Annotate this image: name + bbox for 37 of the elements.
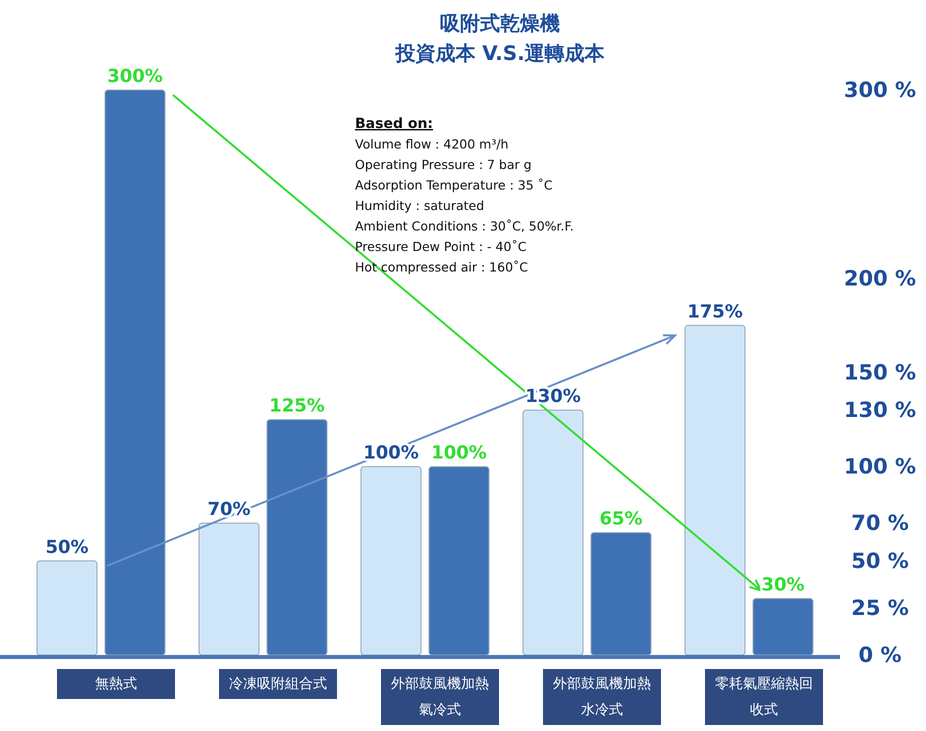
annotation: Adsorption Temperature : 35 ˚C xyxy=(355,178,553,192)
x-tick-label: 無熱式 xyxy=(57,669,175,699)
y-tick-label: 0 % xyxy=(858,643,902,667)
data-label: 175% xyxy=(687,301,743,322)
chart-title: 吸附式乾燥機 xyxy=(440,11,560,35)
y-tick-label: 200 % xyxy=(844,266,916,290)
y-tick-label: 130 % xyxy=(844,398,916,422)
bar xyxy=(684,324,746,656)
data-label: 50% xyxy=(45,536,89,558)
chart-subtitle: 投資成本 V.S.運轉成本 xyxy=(394,41,606,65)
bar xyxy=(198,522,260,656)
annotation: Pressure Dew Point : - 40˚C xyxy=(355,239,527,254)
data-label: 65% xyxy=(599,508,643,530)
y-tick-label: 25 % xyxy=(851,596,909,620)
x-tick-label: 零耗氣壓縮熱回收式 xyxy=(705,669,823,725)
data-label: 30% xyxy=(761,574,805,596)
x-tick-label: 外部鼓風機加熱氣冷式 xyxy=(381,669,499,725)
annotation: Ambient Conditions : 30˚C, 50%r.F. xyxy=(355,218,574,234)
data-label: 125% xyxy=(269,396,325,417)
bar xyxy=(360,466,422,656)
annotation: Humidity : saturated xyxy=(355,198,484,213)
y-tick-label: 70 % xyxy=(851,511,909,536)
annotation: Operating Pressure : 7 bar g xyxy=(355,157,532,172)
data-label: 300% xyxy=(107,66,163,87)
bar xyxy=(36,560,98,656)
annotation: Volume flow : 4200 m³/h xyxy=(355,136,508,152)
y-tick-label: 100 % xyxy=(844,454,916,479)
data-label: 100% xyxy=(431,442,487,464)
x-tick-label: 外部鼓風機加熱水冷式 xyxy=(543,669,661,725)
data-label: 70% xyxy=(207,499,251,520)
y-tick-label: 50 % xyxy=(851,548,909,573)
y-tick-label: 150 % xyxy=(844,360,916,384)
y-tick-label: 300 % xyxy=(844,78,916,102)
bar xyxy=(522,410,584,656)
x-tick-label: 冷凍吸附組合式 xyxy=(219,669,337,699)
annotation: Based on: xyxy=(355,116,434,132)
annotation: Hot compressed air : 160˚C xyxy=(355,260,528,274)
